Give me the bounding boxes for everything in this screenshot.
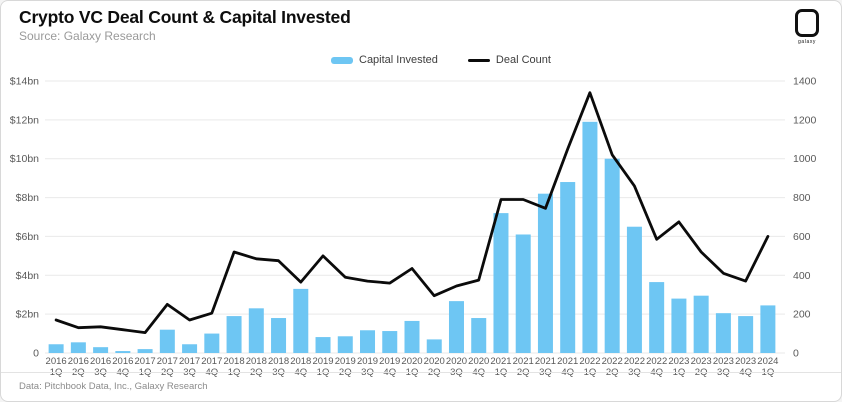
right-axis-tick: 1000 [793, 153, 817, 165]
bar [515, 234, 531, 353]
deal-count-line [54, 91, 770, 335]
bar [248, 308, 264, 353]
legend-item-deal-count: Deal Count [467, 54, 551, 66]
galaxy-logo-label: galaxy [797, 39, 817, 45]
bar [315, 337, 331, 353]
left-axis-tick: $10bn [10, 153, 39, 165]
chart-legend: Capital Invested Deal Count [331, 54, 551, 66]
deal-count-swatch-icon [467, 58, 490, 62]
bar [715, 313, 731, 353]
bar [337, 336, 353, 353]
right-axis-tick: 0 [793, 348, 799, 360]
galaxy-helmet-icon [795, 9, 819, 37]
bar [448, 301, 464, 353]
left-axis-tick: $4bn [16, 270, 40, 282]
left-axis-tick: $8bn [16, 192, 40, 204]
bar [582, 121, 598, 353]
bar [293, 288, 309, 353]
bar [93, 347, 109, 353]
bar [560, 182, 576, 353]
capital-invested-swatch-icon [331, 56, 353, 64]
bar [137, 349, 153, 353]
legend-label-capital-invested: Capital Invested [359, 54, 438, 66]
axis-tick-labels: 0 $2bn $4bn $6bn $8bn $10bn $12bn $14bn 0 200 400 6… [10, 76, 817, 360]
left-axis-tick: $6bn [16, 231, 40, 243]
right-axis-tick: 800 [793, 192, 811, 204]
bar [182, 344, 198, 353]
bar [604, 158, 620, 353]
legend-label-deal-count: Deal Count [495, 54, 551, 66]
bar [738, 316, 754, 353]
right-axis-tick: 400 [793, 270, 811, 282]
bar [115, 351, 131, 353]
galaxy-logo: galaxy [785, 9, 829, 45]
page-title: Crypto VC Deal Count & Capital Invested [19, 7, 351, 27]
right-axis-tick: 1200 [793, 114, 817, 126]
bar [649, 282, 665, 353]
bar [48, 344, 64, 353]
left-axis-tick: $14bn [10, 76, 39, 88]
chart-footnote: Data: Pitchbook Data, Inc., Galaxy Resea… [1, 372, 841, 392]
left-axis-tick: 0 [33, 348, 39, 360]
bar [159, 329, 175, 353]
bar [426, 339, 442, 353]
bar [626, 226, 642, 353]
left-axis-tick: $2bn [16, 309, 40, 321]
bar [760, 305, 776, 353]
bar [70, 342, 86, 353]
bar [493, 213, 509, 353]
bar [537, 193, 553, 353]
bar [471, 318, 487, 353]
bar [671, 298, 687, 353]
left-axis-tick: $12bn [10, 114, 39, 126]
capital-invested-bars [48, 121, 776, 353]
bar [204, 333, 220, 353]
right-axis-tick: 600 [793, 231, 811, 243]
legend-item-capital-invested: Capital Invested [331, 54, 438, 66]
bar [360, 330, 376, 353]
bar [271, 318, 287, 353]
chart-source: Source: Galaxy Research [19, 29, 156, 43]
right-axis-tick: 1400 [793, 76, 817, 88]
bar [382, 331, 398, 353]
bar [226, 316, 242, 353]
bar [693, 295, 709, 353]
bar [404, 320, 420, 353]
right-axis-tick: 200 [793, 309, 811, 321]
